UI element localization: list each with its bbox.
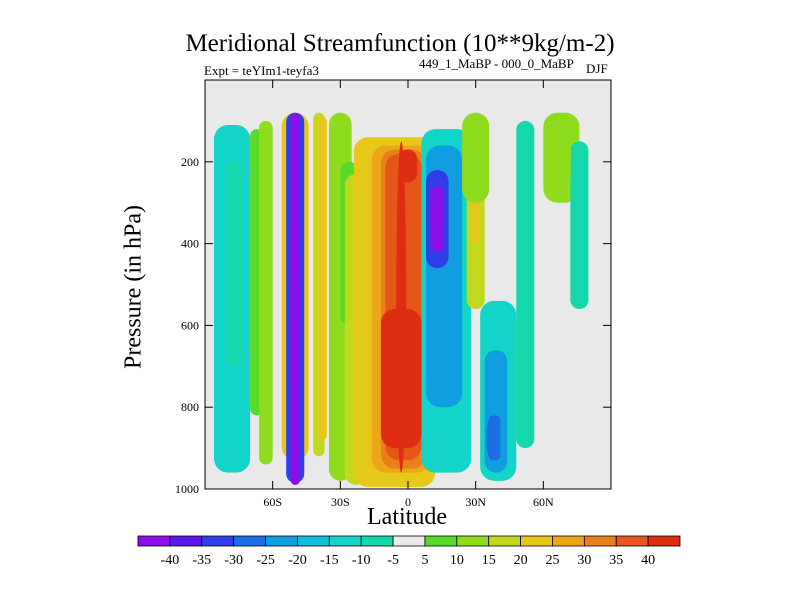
experiment-label: Expt = teYIm1-teyfa3 xyxy=(204,63,319,78)
colorbar-swatch xyxy=(265,535,298,547)
colorbar-swatch xyxy=(169,535,203,547)
colorbar-swatch xyxy=(615,535,649,547)
colorbar-swatch xyxy=(328,535,362,547)
colorbar-swatch xyxy=(647,535,681,547)
x-tick-label: 60S xyxy=(263,495,282,509)
x-tick-label: 60N xyxy=(533,495,554,509)
colorbar-label: 15 xyxy=(482,553,496,568)
contour-band xyxy=(516,120,535,449)
colorbar-swatch xyxy=(456,535,490,547)
colorbar-label: 35 xyxy=(609,553,623,568)
colorbar-label: -25 xyxy=(256,553,275,568)
colorbar-label: 40 xyxy=(641,553,655,568)
colorbar-swatch xyxy=(360,535,394,547)
positive-band-70N xyxy=(560,112,571,203)
colorbar-label: 30 xyxy=(577,553,591,568)
y-tick-label: 800 xyxy=(181,400,199,414)
contour-band xyxy=(570,141,589,310)
positive-core-equator xyxy=(396,141,407,473)
contour-band xyxy=(462,112,490,203)
colorbar-label: 20 xyxy=(514,553,528,568)
chart-title: Meridional Streamfunction (10**9kg/m-2) xyxy=(185,30,615,57)
x-axis-label: Latitude xyxy=(367,504,447,530)
colorbar-swatch xyxy=(552,535,585,547)
x-tick-label: 0 xyxy=(405,495,411,509)
colorbar-label: -5 xyxy=(387,553,399,568)
colorbar-swatch xyxy=(520,535,553,547)
contour-band xyxy=(227,161,242,367)
colorbar-label: -15 xyxy=(320,553,339,568)
x-tick-label: 30N xyxy=(465,495,486,509)
colorbar-label: -35 xyxy=(192,553,211,568)
colorbar-swatch xyxy=(488,535,521,547)
colorbar-swatch xyxy=(233,535,266,547)
colorbar-label: 10 xyxy=(450,553,464,568)
colorbar-label: -30 xyxy=(224,553,243,568)
period-label: 449_1_MaBP - 000_0_MaBP xyxy=(419,56,574,71)
colorbar-swatch xyxy=(392,535,426,547)
negative-core-50S xyxy=(290,112,301,485)
colorbar-label: 25 xyxy=(545,553,559,568)
season-label: DJF xyxy=(586,61,608,76)
colorbar-swatch xyxy=(424,535,458,547)
colorbar-label: -20 xyxy=(288,553,307,568)
colorbar-label: -40 xyxy=(161,553,180,568)
contour-band xyxy=(259,120,273,465)
negative-core-40N xyxy=(486,415,497,461)
colorbar-swatch xyxy=(297,535,330,547)
colorbar-swatch xyxy=(137,535,171,547)
negative-core-10N xyxy=(430,186,441,252)
colorbar-swatch xyxy=(583,535,617,547)
colorbar-swatch xyxy=(201,535,235,547)
y-tick-label: 400 xyxy=(181,237,199,251)
y-tick-label: 600 xyxy=(181,318,199,332)
y-tick-label: 200 xyxy=(181,155,199,169)
colorbar-label: 5 xyxy=(421,553,428,568)
colorbar-label: -10 xyxy=(352,553,371,568)
y-tick-label: 1000 xyxy=(175,482,199,496)
x-tick-label: 30S xyxy=(331,495,350,509)
contour-band xyxy=(317,116,327,440)
